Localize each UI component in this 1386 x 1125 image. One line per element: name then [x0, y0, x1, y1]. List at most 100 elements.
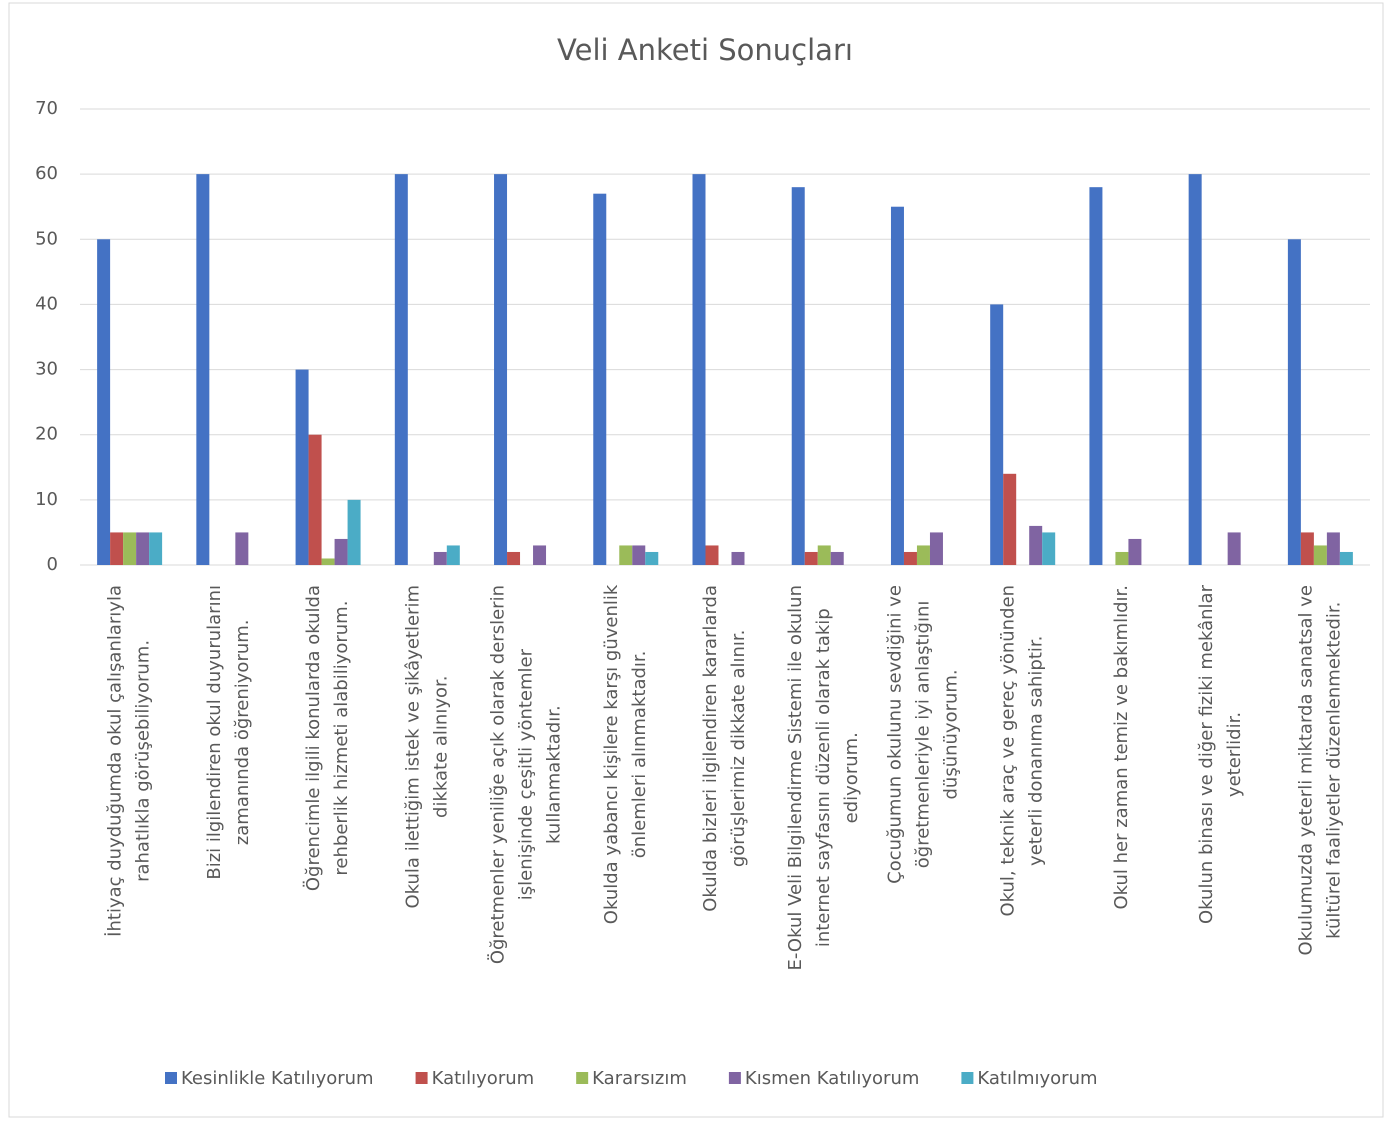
bar: [334, 538, 348, 565]
legend-label: Katılmıyorum: [977, 1068, 1097, 1089]
bar: [817, 545, 831, 565]
bar: [692, 174, 706, 565]
bar: [804, 551, 818, 565]
bar: [1029, 525, 1043, 565]
x-tick-line: görüşlerimiz dikkate alınır.: [728, 630, 749, 868]
x-tick-label: Okulda yabancı kişilere karşı güvenlik ön…: [601, 584, 650, 924]
bar: [308, 434, 322, 565]
legend-swatch: [576, 1072, 589, 1084]
bar: [533, 545, 547, 565]
bar: [903, 551, 917, 565]
bar: [890, 206, 904, 565]
x-tick-label: Öğrencimle ilgili konularda okulda rehber…: [302, 585, 352, 891]
y-tick-label: 10: [35, 489, 58, 510]
bar: [705, 545, 719, 565]
x-tick-line: yeterli donanıma sahiptir.: [1026, 636, 1047, 866]
x-tick-line: Okul, teknik araç ve gereç yönünden: [998, 585, 1019, 917]
legend-swatch: [415, 1072, 428, 1084]
x-tick-line: E-Okul Veli Bilgilendirme Sistemi ile ok…: [785, 585, 806, 970]
legend-swatch: [728, 1072, 741, 1084]
x-tick-line: Okulumuzda yeterli miktarda sanatsal ve: [1295, 585, 1316, 955]
x-tick-line: Okulda bizleri ilgilendiren kararlarda: [700, 585, 721, 912]
y-tick-label: 70: [35, 98, 58, 119]
x-tick-line: Okul her zaman temiz ve bakımlıdır.: [1111, 585, 1132, 910]
x-tick-line: internet sayfasını düzenli olarak takip: [813, 608, 834, 947]
x-tick-label: Okulun binası ve diğer fiziki mekânlar ye…: [1196, 584, 1245, 924]
x-tick-label: Okula ilettiğim istek ve şikâyetlerim dik…: [402, 585, 451, 909]
bar: [196, 174, 210, 565]
x-tick-line: yeterlidir.: [1224, 712, 1245, 797]
legend-label: Katılıyorum: [432, 1068, 535, 1089]
bar: [295, 369, 309, 565]
x-tick-line: kültürel faaliyetler düzenlenmektedir.: [1323, 602, 1344, 939]
x-tick-line: dikkate alınıyor.: [430, 676, 451, 818]
bar: [1326, 532, 1340, 565]
x-tick-line: işlenişinde çeşitli yöntemler: [516, 648, 537, 900]
x-tick-line: öğretmenleriyle iyi anlaştığını: [912, 601, 933, 869]
chart-title: Veli Anketi Sonuçları: [557, 33, 853, 67]
bar: [433, 551, 447, 565]
x-tick-line: zamanında öğreniyorum.: [232, 619, 253, 845]
y-tick-label: 30: [35, 359, 58, 380]
bar: [731, 551, 745, 565]
x-tick-label: İhtiyaç duyduğumda okul çalışanlarıyla ra…: [105, 585, 154, 937]
x-tick-line: Çocuğumun okulunu sevdiğini ve: [884, 585, 905, 884]
bar: [347, 499, 361, 565]
bar: [645, 551, 659, 565]
x-tick-line: Okula ilettiğim istek ve şikâyetlerim: [402, 585, 423, 909]
bar: [1188, 174, 1202, 565]
bar: [1313, 545, 1327, 565]
x-tick-line: Öğrencimle ilgili konularda okulda: [302, 585, 324, 891]
x-tick-line: ediyorum.: [841, 732, 862, 823]
legend-label: Kararsızım: [592, 1068, 687, 1089]
legend-swatch: [961, 1072, 974, 1084]
x-tick-label: Bizi ilgilendiren okul duyurularını zaman…: [204, 585, 253, 880]
bar: [830, 551, 844, 565]
legend-label: Kesinlikle Katılıyorum: [181, 1068, 374, 1089]
x-tick-label: Okulda bizleri ilgilendiren kararlarda gö…: [700, 585, 749, 912]
bar: [494, 174, 508, 565]
bar: [1227, 532, 1241, 565]
bar: [446, 545, 460, 565]
bar: [1128, 538, 1142, 565]
x-tick-line: düşünüyorum.: [940, 669, 961, 799]
x-tick-line: Öğretmenler yeniliğe açık olarak dersler…: [487, 585, 509, 964]
x-tick-line: Okulda yabancı kişilere karşı güvenlik: [601, 584, 622, 924]
bar: [136, 532, 150, 565]
x-tick-label: Öğretmenler yeniliğe açık olarak dersler…: [487, 585, 565, 964]
bar: [632, 545, 646, 565]
bar: [321, 558, 335, 565]
bar: [1042, 532, 1056, 565]
bar: [916, 545, 930, 565]
y-tick-label: 40: [35, 293, 58, 314]
bar: [791, 187, 805, 565]
bar: [1300, 532, 1314, 565]
bar: [929, 532, 943, 565]
x-tick-label: Okul her zaman temiz ve bakımlıdır.: [1111, 585, 1132, 910]
y-tick-label: 0: [47, 554, 58, 575]
bar: [990, 304, 1004, 565]
bar: [110, 532, 124, 565]
x-tick-line: Okulun binası ve diğer fiziki mekânlar: [1196, 584, 1217, 924]
legend-label: Kısmen Katılıyorum: [745, 1068, 920, 1089]
x-tick-line: İhtiyaç duyduğumda okul çalışanlarıyla: [105, 585, 126, 937]
y-tick-label: 50: [35, 228, 58, 249]
x-tick-line: Bizi ilgilendiren okul duyurularını: [204, 585, 225, 880]
x-tick-label: Çocuğumun okulunu sevdiğini ve öğretmenle…: [884, 585, 961, 884]
bar: [507, 551, 521, 565]
y-tick-label: 60: [35, 163, 58, 184]
bar: [619, 545, 633, 565]
x-tick-line: rahatlıkla görüşebiliyorum.: [133, 640, 154, 882]
x-tick-label: E-Okul Veli Bilgilendirme Sistemi ile ok…: [785, 585, 862, 970]
x-tick-line: önlemleri alınmaktadır.: [629, 651, 650, 859]
x-tick-label: Okulumuzda yeterli miktarda sanatsal ve k…: [1295, 585, 1344, 955]
bar: [235, 532, 249, 565]
legend-swatch: [165, 1072, 177, 1084]
bar: [1003, 473, 1017, 565]
bar: [1115, 551, 1129, 565]
x-tick-line: kullanmaktadır.: [544, 705, 565, 844]
bar: [149, 532, 163, 565]
x-tick-line: rehberlik hizmeti alabiliyorum.: [331, 601, 352, 876]
bar: [1089, 187, 1103, 565]
